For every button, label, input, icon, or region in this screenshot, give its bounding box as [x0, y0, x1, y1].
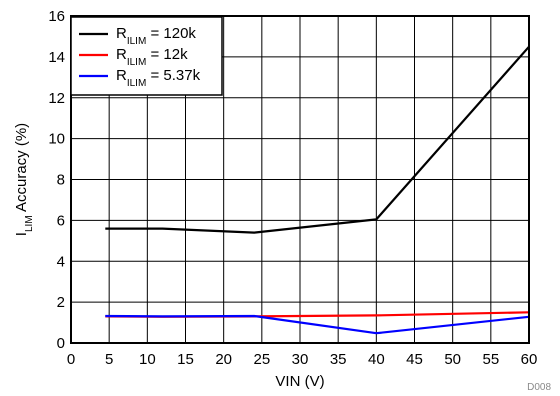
x-tick-label: 55 — [482, 351, 499, 368]
x-tick-label: 20 — [215, 351, 232, 368]
x-tick-label: 15 — [177, 351, 194, 368]
x-tick-label: 0 — [67, 351, 75, 368]
legend-label-5-37k-main: R — [116, 67, 127, 84]
legend-label-120k-sub: ILIM — [127, 36, 146, 47]
y-tick-label: 14 — [48, 49, 65, 66]
legend-label-120k-main: R — [116, 25, 127, 42]
x-tick-label: 35 — [330, 351, 347, 368]
legend-label-12k-sub: ILIM — [127, 57, 146, 68]
y-tick-label: 2 — [57, 294, 65, 311]
legend-label-120k: RILIM = 120k — [116, 25, 196, 47]
y-tick-labels: 0 2 4 6 8 10 12 14 16 — [48, 8, 65, 352]
x-tick-label: 45 — [406, 351, 423, 368]
y-axis-title: ILIM Accuracy (%) — [13, 123, 35, 236]
y-tick-label: 6 — [57, 212, 65, 229]
legend-label-5-37k-sub: ILIM — [127, 78, 146, 89]
x-tick-label: 30 — [292, 351, 309, 368]
series-line-2 — [105, 314, 530, 335]
series-line-0 — [105, 45, 530, 234]
legend-item-120k: RILIM = 120k — [79, 25, 196, 47]
legend-label-120k-rest: = 120k — [146, 25, 196, 42]
y-tick-label: 10 — [48, 131, 65, 148]
x-tick-label: 40 — [368, 351, 385, 368]
legend-label-5-37k-rest: = 5.37k — [146, 67, 200, 84]
y-tick-label: 12 — [48, 90, 65, 107]
y-tick-label: 4 — [57, 253, 65, 270]
x-tick-label: 10 — [139, 351, 156, 368]
x-tick-label: 25 — [253, 351, 270, 368]
y-tick-label: 8 — [57, 172, 65, 189]
legend-item-5-37k: RILIM = 5.37k — [79, 67, 201, 89]
legend-label-5-37k: RILIM = 5.37k — [116, 67, 201, 89]
legend-label-12k-main: R — [116, 46, 127, 63]
legend-item-12k: RILIM = 12k — [79, 46, 188, 68]
y-axis-title-main: I — [13, 232, 30, 236]
y-axis-title-rest: Accuracy (%) — [13, 123, 30, 216]
x-tick-labels: 0 5 10 15 20 25 30 35 40 45 50 55 60 — [67, 351, 538, 368]
plot-frame — [70, 15, 530, 344]
legend-label-12k-rest: = 12k — [146, 46, 188, 63]
legend: RILIM = 120k RILIM = 12k RILIM = 5.37k — [70, 16, 223, 96]
x-axis-title: VIN (V) — [275, 373, 324, 390]
legend-label-12k: RILIM = 12k — [116, 46, 188, 68]
y-tick-label: 0 — [57, 335, 65, 352]
x-tick-label: 5 — [105, 351, 113, 368]
y-axis-title-sub: LIM — [24, 215, 35, 232]
x-tick-label: 60 — [521, 351, 538, 368]
series-layer — [105, 45, 530, 335]
figure-code: D008 — [527, 382, 551, 393]
x-tick-label: 50 — [444, 351, 461, 368]
y-tick-label: 16 — [48, 8, 65, 25]
